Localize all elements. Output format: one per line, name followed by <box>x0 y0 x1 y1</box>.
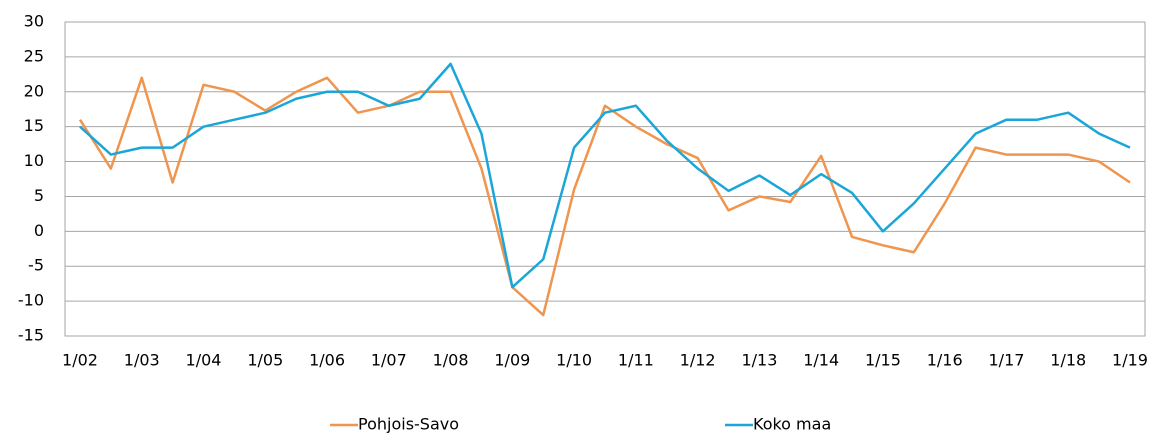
x-tick-label: 1/05 <box>247 351 283 370</box>
x-tick-label: 1/16 <box>927 351 963 370</box>
y-tick-label: 20 <box>24 81 44 100</box>
y-tick-label: 30 <box>24 12 44 31</box>
x-tick-label: 1/10 <box>556 351 592 370</box>
x-tick-label: 1/18 <box>1050 351 1086 370</box>
x-tick-label: 1/04 <box>186 351 222 370</box>
x-tick-label: 1/06 <box>309 351 345 370</box>
x-tick-label: 1/03 <box>124 351 160 370</box>
series-line <box>79 62 1131 289</box>
x-tick-label: 1/09 <box>494 351 530 370</box>
x-tick-label: 1/07 <box>371 351 407 370</box>
x-tick-label: 1/02 <box>62 351 98 370</box>
x-tick-label: 1/14 <box>803 351 839 370</box>
x-tick-label: 1/12 <box>680 351 716 370</box>
x-tick-label: 1/17 <box>989 351 1025 370</box>
legend-label: Pohjois-Savo <box>358 415 459 434</box>
y-tick-label: 15 <box>24 116 44 135</box>
y-tick-label: 5 <box>34 186 44 205</box>
x-tick-label: 1/11 <box>618 351 654 370</box>
x-tick-label: 1/15 <box>865 351 901 370</box>
y-tick-label: 25 <box>24 46 44 65</box>
y-tick-label: 10 <box>24 151 44 170</box>
x-tick-label: 1/13 <box>741 351 777 370</box>
y-tick-label: -15 <box>18 326 44 345</box>
series-line <box>78 76 1131 317</box>
y-tick-label: -10 <box>18 291 44 310</box>
plot-frame <box>64 21 1146 337</box>
x-tick-label: 1/19 <box>1112 351 1148 370</box>
y-tick-label: -5 <box>28 256 44 275</box>
y-tick-label: 0 <box>34 221 44 240</box>
legend-label: Koko maa <box>753 415 831 434</box>
x-tick-label: 1/08 <box>433 351 469 370</box>
